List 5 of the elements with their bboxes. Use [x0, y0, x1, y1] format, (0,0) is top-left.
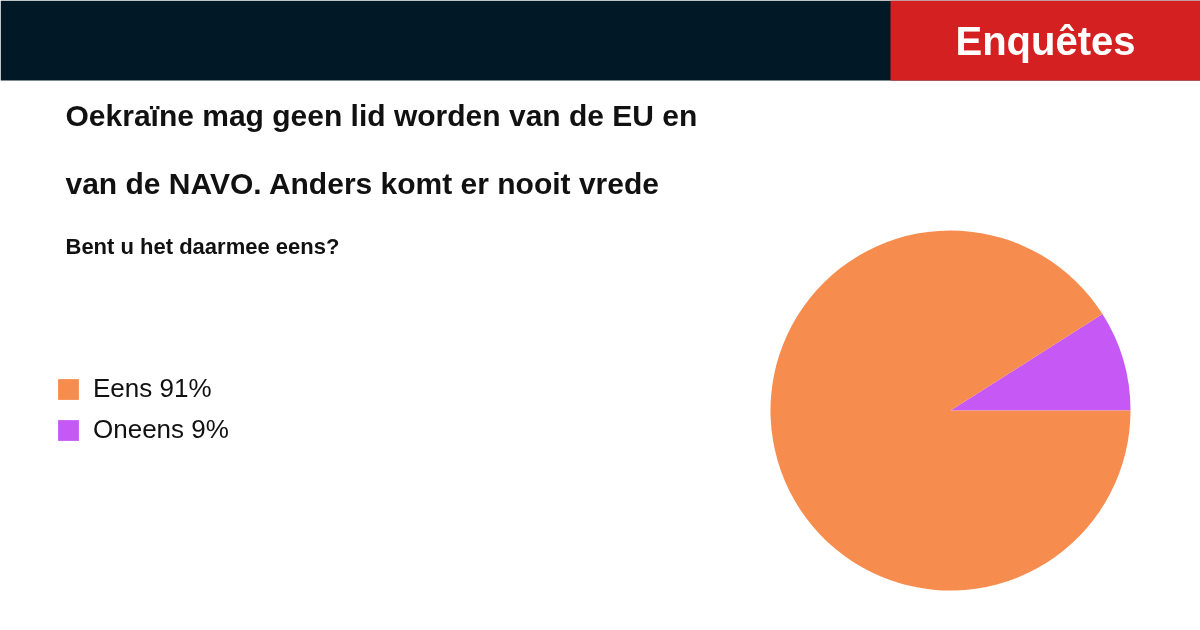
chart-title: Oekraïne mag geen lid worden van de EU en van de NAVO. Anders komt er nooit vrede — [65, 99, 698, 200]
legend-label: Oneens 9% — [93, 414, 229, 445]
legend-label: Eens 91% — [93, 373, 212, 404]
text: Enquêtes — [955, 18, 1136, 63]
chart-subtitle: Bent u het daarmee eens? — [65, 234, 340, 259]
